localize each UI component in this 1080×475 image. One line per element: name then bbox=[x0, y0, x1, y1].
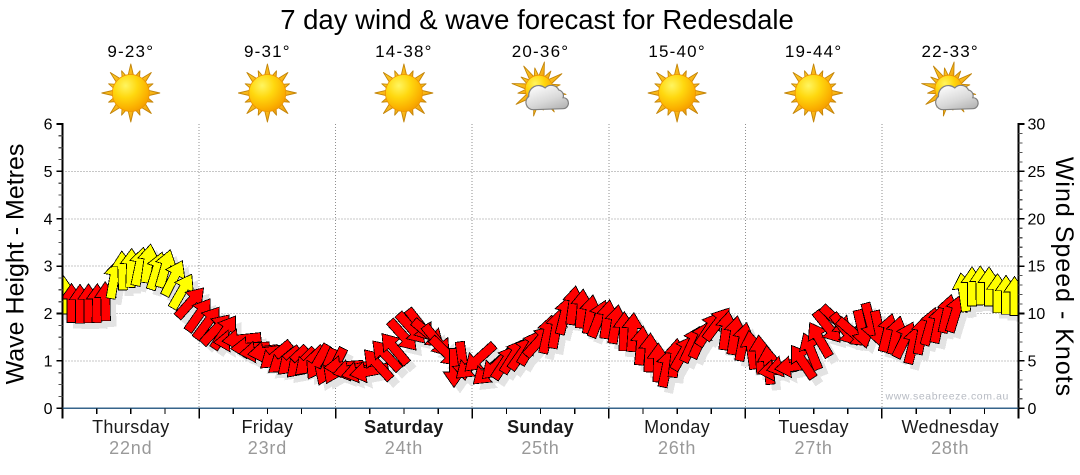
svg-text:2: 2 bbox=[44, 306, 53, 323]
svg-text:27th: 27th bbox=[794, 438, 832, 458]
svg-text:22-33°: 22-33° bbox=[921, 42, 978, 61]
svg-text:www.seabreeze.com.au: www.seabreeze.com.au bbox=[885, 391, 1009, 403]
svg-text:0: 0 bbox=[1028, 401, 1037, 418]
svg-text:25: 25 bbox=[1028, 164, 1046, 181]
svg-text:Monday: Monday bbox=[644, 417, 710, 437]
svg-text:Wednesday: Wednesday bbox=[901, 417, 998, 437]
svg-text:25th: 25th bbox=[521, 438, 559, 458]
svg-text:14-38°: 14-38° bbox=[375, 42, 432, 61]
svg-text:26th: 26th bbox=[658, 438, 696, 458]
svg-text:Sunday: Sunday bbox=[507, 417, 574, 437]
svg-text:Wind Speed - Knots: Wind Speed - Knots bbox=[1050, 157, 1078, 397]
svg-text:6: 6 bbox=[44, 117, 53, 134]
svg-text:20-36°: 20-36° bbox=[512, 42, 569, 61]
svg-text:7 day wind & wave forecast for: 7 day wind & wave forecast for Redesdale bbox=[280, 4, 794, 35]
svg-text:4: 4 bbox=[44, 211, 53, 228]
svg-text:30: 30 bbox=[1028, 117, 1046, 134]
svg-text:0: 0 bbox=[44, 401, 53, 418]
svg-text:10: 10 bbox=[1028, 306, 1046, 323]
svg-text:9-31°: 9-31° bbox=[244, 42, 291, 61]
svg-text:15: 15 bbox=[1028, 259, 1046, 276]
svg-text:Friday: Friday bbox=[241, 417, 293, 437]
svg-text:24th: 24th bbox=[385, 438, 423, 458]
svg-text:20: 20 bbox=[1028, 211, 1046, 228]
svg-text:3: 3 bbox=[44, 259, 53, 276]
svg-text:19-44°: 19-44° bbox=[785, 42, 842, 61]
svg-text:Tuesday: Tuesday bbox=[778, 417, 848, 437]
svg-text:15-40°: 15-40° bbox=[648, 42, 705, 61]
svg-text:9-23°: 9-23° bbox=[107, 42, 154, 61]
svg-text:23rd: 23rd bbox=[248, 438, 287, 458]
svg-text:Thursday: Thursday bbox=[92, 417, 169, 437]
svg-text:Wave Height - Metres: Wave Height - Metres bbox=[2, 144, 30, 385]
svg-text:22nd: 22nd bbox=[109, 438, 152, 458]
svg-text:Saturday: Saturday bbox=[364, 417, 443, 437]
svg-text:1: 1 bbox=[44, 353, 53, 370]
svg-text:5: 5 bbox=[1028, 353, 1037, 370]
svg-text:28th: 28th bbox=[931, 438, 969, 458]
svg-text:5: 5 bbox=[44, 164, 53, 181]
